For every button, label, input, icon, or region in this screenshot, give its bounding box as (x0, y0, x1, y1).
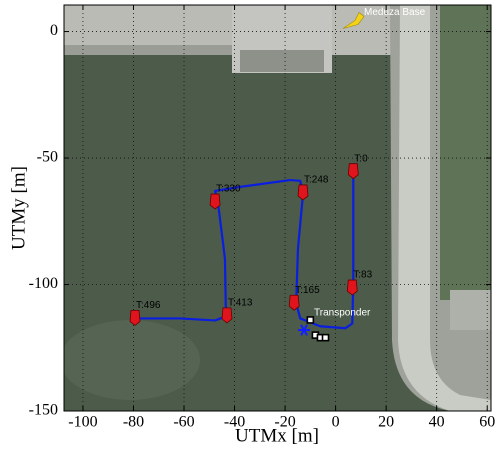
x-tick-label: 0 (332, 414, 340, 431)
time-label: T:330 (216, 184, 241, 195)
y-tick-label: -50 (37, 149, 58, 166)
y-axis-label: UTMy [m] (8, 166, 29, 250)
time-label: T:496 (136, 300, 161, 311)
x-tick-label: -60 (173, 414, 194, 431)
x-tick-label: -40 (224, 414, 245, 431)
y-tick-label: -100 (29, 275, 58, 292)
time-label: T:83 (353, 270, 372, 281)
square-marker (307, 317, 313, 323)
y-tick-label: -150 (29, 402, 58, 419)
time-label: T:165 (295, 285, 320, 296)
time-label: T:0 (354, 153, 368, 164)
square-marker (323, 335, 329, 341)
x-tick-label: -20 (274, 414, 295, 431)
x-tick-label: -100 (68, 414, 97, 431)
x-tick-label: 60 (479, 414, 495, 431)
base-label: Meduza Base (364, 7, 426, 18)
x-tick-label: 20 (378, 414, 394, 431)
time-label: T:248 (304, 175, 329, 186)
x-tick-label: -80 (123, 414, 144, 431)
time-label: T:413 (228, 298, 253, 309)
x-tick-label: 40 (429, 414, 445, 431)
satellite-background (60, 5, 491, 411)
chart: T:0 T:83 T:165 T:248 T:330 T:413 T:496 Transpon… (0, 0, 503, 450)
transponder-label: Transponder (314, 308, 371, 319)
y-tick-label: 0 (50, 22, 58, 39)
